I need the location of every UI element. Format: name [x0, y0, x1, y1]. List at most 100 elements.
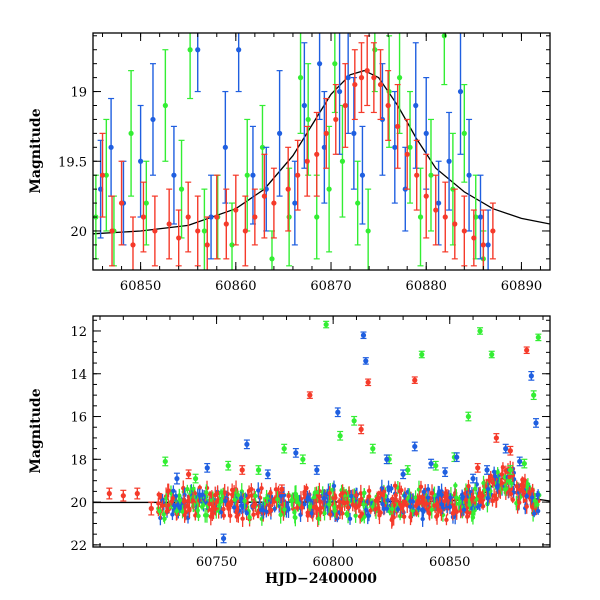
band-point — [424, 501, 429, 506]
band-point — [361, 502, 366, 507]
blue-point — [335, 409, 341, 415]
blue-point — [195, 47, 201, 53]
band-point — [224, 503, 230, 508]
band-point — [326, 502, 332, 507]
band-point — [345, 512, 351, 518]
blue-point — [477, 214, 484, 220]
band-point — [299, 505, 305, 510]
band-point — [336, 504, 342, 509]
band-point — [485, 496, 490, 501]
y-tick-label: 16 — [70, 411, 87, 426]
band-point — [376, 505, 381, 510]
green-point — [297, 75, 304, 81]
band-point — [373, 498, 378, 503]
band-point — [434, 514, 439, 519]
band-point — [414, 501, 420, 506]
green-point — [489, 351, 495, 358]
top-y-axis-label: Magnitude — [28, 108, 44, 193]
band-point — [419, 499, 425, 505]
green-point — [419, 351, 425, 358]
blue-point — [517, 458, 523, 465]
green-point — [314, 214, 320, 220]
blue-point — [108, 144, 114, 150]
band-point — [413, 495, 418, 500]
series-green — [162, 320, 542, 484]
band-point — [196, 513, 201, 519]
band-point — [365, 513, 370, 518]
band-point — [353, 513, 358, 518]
green-point — [326, 186, 332, 192]
band-point — [502, 487, 508, 492]
green-point — [370, 446, 376, 452]
red-point — [239, 467, 245, 473]
band-point — [340, 490, 345, 496]
band-point — [191, 502, 196, 507]
band-point — [231, 505, 237, 510]
band-point — [295, 505, 300, 510]
band-point — [447, 504, 453, 510]
bottom-x-axis-label: HJD−2400000 — [265, 571, 377, 587]
model-curve — [93, 69, 550, 235]
band-point — [182, 512, 187, 518]
blue-point — [484, 467, 490, 473]
green-point — [259, 144, 266, 150]
band-point — [160, 503, 165, 509]
green-point — [286, 214, 292, 220]
blue-point — [250, 172, 256, 178]
band-point — [273, 487, 279, 492]
red-point — [140, 214, 147, 220]
red-point — [404, 151, 410, 157]
band-point — [282, 507, 287, 512]
band-point — [429, 507, 434, 512]
band-point — [190, 498, 196, 503]
band-point — [181, 499, 187, 504]
band-point — [414, 511, 419, 516]
band-point — [402, 493, 407, 498]
red-point — [323, 130, 329, 136]
band-point — [302, 489, 307, 495]
band-point — [350, 502, 355, 507]
band-point — [500, 465, 506, 470]
band-point — [454, 495, 459, 500]
red-point — [471, 235, 477, 241]
green-point — [351, 418, 357, 424]
band-point — [477, 493, 482, 499]
red-point — [304, 158, 310, 164]
band-point — [393, 493, 398, 498]
red-point — [524, 347, 530, 353]
green-point — [372, 47, 378, 53]
band-point — [218, 490, 224, 495]
x-tick-label: 60850 — [429, 555, 470, 570]
band-point — [332, 508, 338, 513]
band-point — [290, 498, 295, 503]
red-point — [223, 221, 229, 227]
red-point — [99, 172, 106, 178]
band-point — [380, 501, 385, 507]
band-point — [316, 516, 321, 522]
red-point — [307, 392, 313, 398]
y-tick-label: 12 — [70, 325, 87, 340]
band-point — [535, 502, 540, 507]
band-point — [211, 504, 216, 509]
band-point — [247, 515, 252, 520]
blue-point — [316, 61, 323, 67]
blue-point — [400, 471, 406, 477]
red-point — [377, 81, 384, 88]
green-point — [521, 460, 527, 467]
red-point — [261, 193, 267, 199]
band-point — [204, 490, 209, 495]
x-tick-label: 60890 — [501, 279, 542, 294]
band-point — [416, 505, 421, 511]
band-point — [437, 489, 442, 494]
red-point — [120, 493, 126, 499]
y-tick-label: 19 — [70, 86, 87, 101]
red-point — [118, 200, 125, 206]
band-point — [244, 510, 249, 516]
blue-point — [359, 172, 366, 178]
band-point — [477, 502, 482, 508]
band-point — [234, 514, 240, 519]
band-point — [485, 486, 491, 492]
band-point — [429, 490, 435, 496]
band-point — [419, 507, 425, 513]
band-point — [251, 512, 256, 517]
